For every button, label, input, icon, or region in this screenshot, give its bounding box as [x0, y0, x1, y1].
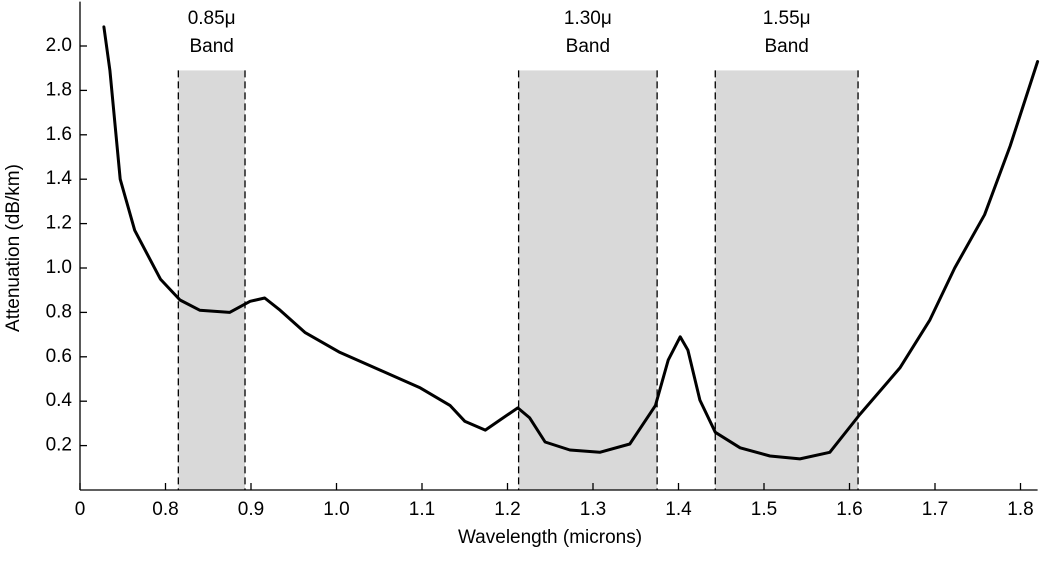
y-tick-label: 2.0	[46, 35, 72, 56]
y-axis-title: Attenuation (dB/km)	[3, 164, 24, 332]
x-tick-label: 1.7	[922, 499, 948, 520]
band-label: Band	[189, 36, 233, 57]
x-tick-label: 1.1	[409, 499, 435, 520]
x-tick-label: 1.6	[836, 499, 862, 520]
x-tick-label: 1.5	[751, 499, 777, 520]
y-tick-label: 0.6	[46, 346, 72, 367]
x-axis-title: Wavelength (microns)	[458, 527, 642, 548]
band-label: Band	[764, 36, 808, 57]
y-tick-label: 0.2	[46, 435, 72, 456]
band	[178, 70, 246, 491]
x-tick-label: 1.2	[494, 499, 520, 520]
x-tick-label: 1.4	[665, 499, 692, 520]
y-tick-label: 1.4	[46, 168, 73, 189]
band-label: Band	[566, 36, 610, 57]
y-tick-label: 1.6	[46, 124, 72, 145]
band-label: 1.30μ	[564, 8, 612, 29]
x-tick-label: 1.3	[580, 499, 606, 520]
x-tick-label: 0.9	[238, 499, 264, 520]
band	[518, 70, 658, 491]
curve	[102, 25, 1040, 461]
y-tick-label: 1.2	[46, 213, 72, 234]
x-tick-label: 0	[75, 499, 86, 520]
y-tick-label: 0.4	[46, 390, 73, 411]
y-tick-label: 1.8	[46, 79, 72, 100]
band	[715, 70, 859, 491]
x-tick-label: 0.8	[152, 499, 178, 520]
x-tick-label: 1.0	[323, 499, 349, 520]
band-label: 0.85μ	[188, 8, 236, 29]
band-label: 1.55μ	[763, 8, 811, 29]
y-tick-label: 1.0	[46, 257, 72, 278]
x-tick-label: 1.8	[1007, 499, 1033, 520]
y-tick-label: 0.8	[46, 301, 72, 322]
